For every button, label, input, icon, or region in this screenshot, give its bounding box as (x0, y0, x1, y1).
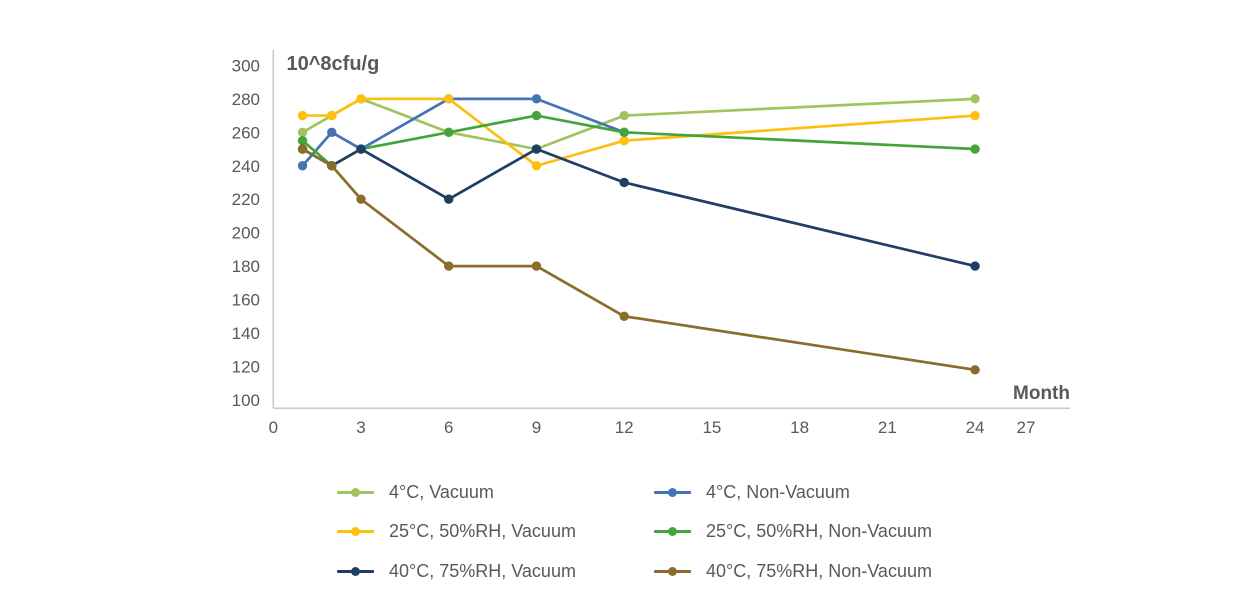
x-tick-label-12: 12 (615, 418, 634, 437)
legend-dot-25-c-50-rh-non-vacuum (668, 527, 677, 536)
y-tick-label-100: 100 (232, 391, 260, 410)
data-point-40-c-75-rh-non-vacuum-month-2 (327, 161, 337, 171)
legend-marker-25-c-50-rh-vacuum (337, 526, 374, 537)
y-tick-label-120: 120 (232, 357, 260, 376)
data-point-25-c-50-rh-vacuum-month-1 (297, 110, 308, 121)
data-point-25-c-50-rh-non-vacuum-month-24 (970, 144, 980, 154)
series-line-40-c-75-rh-vacuum (301, 147, 977, 268)
y-tick-label-300: 300 (232, 56, 260, 75)
y-axis-tick-labels: 300 280 260 240 220 200 180 160 140 120 100 (232, 56, 260, 410)
legend-marker-4-c-non-vacuum (654, 487, 691, 498)
line-chart: 10^8cfu/g Month 300280260240220200180160… (232, 50, 1070, 437)
legend-line-4-c-vacuum (337, 490, 374, 494)
x-tick-label-3: 3 (356, 418, 365, 437)
data-point-4-c-non-vacuum-month-2 (327, 127, 337, 137)
chart-title: 10^8cfu/g (287, 53, 380, 75)
x-axis-tick-labels: 0 3 6 9 12 15 18 21 24 27 (269, 418, 1036, 437)
legend-marker-4-c-vacuum (337, 487, 374, 498)
legend-item-25-c-50-rh-non-vacuum: 25°C, 50%RH, Non-Vacuum (654, 521, 932, 542)
legend-marker-40-c-75-rh-non-vacuum (654, 566, 691, 577)
data-point-40-c-75-rh-non-vacuum-month-9 (531, 261, 542, 271)
y-tick-label-220: 220 (232, 190, 260, 209)
data-point-4-c-non-vacuum-month-9 (531, 94, 542, 104)
data-point-4-c-vacuum-month-24 (970, 94, 980, 104)
legend-item-40-c-75-rh-non-vacuum: 40°C, 75%RH, Non-Vacuum (654, 561, 932, 581)
legend-line-4-c-non-vacuum (654, 490, 691, 494)
legend-dot-40-c-75-rh-non-vacuum (668, 566, 677, 576)
legend-dot-4-c-vacuum (351, 487, 360, 497)
x-tick-label-15: 15 (702, 418, 721, 437)
legend-item-4-c-non-vacuum: 4°C, Non-Vacuum (654, 482, 850, 502)
legend-label-25-c-50-rh-non-vacuum: 25°C, 50%RH, Non-Vacuum (706, 521, 932, 541)
y-tick-label-280: 280 (232, 90, 260, 109)
legend-dot-4-c-non-vacuum (668, 487, 677, 497)
data-point-40-c-75-rh-vacuum-month-6 (444, 194, 454, 204)
series-layer (297, 94, 980, 375)
data-point-4-c-vacuum-month-1 (297, 127, 308, 137)
x-tick-label-27: 27 (1017, 418, 1036, 437)
y-tick-label-180: 180 (232, 257, 260, 276)
data-point-25-c-50-rh-non-vacuum-month-9 (531, 110, 542, 121)
data-point-40-c-75-rh-non-vacuum-month-1 (297, 144, 308, 154)
series-40-c-75-rh-vacuum (297, 144, 980, 271)
legend-item-4-c-vacuum: 4°C, Vacuum (337, 482, 494, 502)
data-point-25-c-50-rh-vacuum-month-2 (327, 110, 337, 121)
data-point-40-c-75-rh-non-vacuum-month-12 (619, 311, 629, 321)
legend-item-25-c-50-rh-vacuum: 25°C, 50%RH, Vacuum (337, 521, 576, 542)
legend-label-4-c-vacuum: 4°C, Vacuum (389, 481, 494, 502)
data-point-25-c-50-rh-vacuum-month-24 (970, 110, 980, 121)
legend-label-40-c-75-rh-vacuum: 40°C, 75%RH, Vacuum (389, 560, 576, 581)
y-tick-label-240: 240 (232, 157, 260, 176)
data-point-25-c-50-rh-non-vacuum-month-6 (444, 127, 454, 137)
series-25-c-50-rh-vacuum (297, 94, 980, 171)
data-point-25-c-50-rh-vacuum-month-3 (356, 94, 366, 104)
data-point-40-c-75-rh-non-vacuum-month-6 (444, 261, 454, 271)
legend-line-40-c-75-rh-vacuum (337, 569, 374, 573)
legend-line-25-c-50-rh-vacuum (337, 530, 374, 533)
data-point-40-c-75-rh-vacuum-month-9 (531, 144, 542, 154)
legend-marker-25-c-50-rh-non-vacuum (654, 526, 691, 537)
y-tick-label-140: 140 (232, 324, 260, 343)
legend-marker-40-c-75-rh-vacuum (337, 566, 374, 577)
legend-line-40-c-75-rh-non-vacuum (654, 569, 691, 573)
data-point-40-c-75-rh-vacuum-month-24 (970, 261, 980, 271)
data-point-4-c-non-vacuum-month-1 (297, 161, 308, 171)
x-tick-label-6: 6 (444, 418, 453, 437)
legend-label-25-c-50-rh-vacuum: 25°C, 50%RH, Vacuum (389, 521, 576, 541)
x-axis-title: Month (1013, 383, 1070, 404)
legend-dot-25-c-50-rh-vacuum (351, 527, 360, 536)
series-40-c-75-rh-non-vacuum (297, 144, 980, 375)
y-tick-label-200: 200 (232, 224, 260, 243)
legend-item-40-c-75-rh-vacuum: 40°C, 75%RH, Vacuum (337, 561, 576, 581)
data-point-4-c-vacuum-month-12 (619, 110, 629, 121)
series-line-4-c-non-vacuum (301, 97, 626, 168)
data-point-25-c-50-rh-vacuum-month-6 (444, 94, 454, 104)
data-point-40-c-75-rh-non-vacuum-month-3 (356, 194, 366, 204)
x-tick-label-18: 18 (790, 418, 809, 437)
x-tick-label-9: 9 (532, 418, 541, 437)
x-tick-label-21: 21 (878, 418, 897, 437)
legend-line-25-c-50-rh-non-vacuum (654, 530, 691, 533)
y-tick-label-160: 160 (232, 291, 260, 310)
x-tick-label-0: 0 (269, 418, 278, 437)
data-point-25-c-50-rh-vacuum-month-12 (619, 135, 629, 146)
legend-dot-40-c-75-rh-vacuum (351, 566, 360, 576)
x-tick-label-24: 24 (966, 418, 985, 437)
series-line-40-c-75-rh-non-vacuum (301, 147, 977, 372)
data-point-40-c-75-rh-vacuum-month-12 (619, 177, 629, 188)
data-point-40-c-75-rh-vacuum-month-3 (356, 144, 366, 154)
data-point-40-c-75-rh-non-vacuum-month-24 (970, 365, 980, 375)
data-point-25-c-50-rh-non-vacuum-month-1 (297, 135, 308, 146)
legend-label-40-c-75-rh-non-vacuum: 40°C, 75%RH, Non-Vacuum (706, 560, 932, 581)
legend-label-4-c-non-vacuum: 4°C, Non-Vacuum (706, 481, 850, 502)
data-point-25-c-50-rh-vacuum-month-9 (531, 161, 542, 171)
y-tick-label-260: 260 (232, 123, 260, 142)
data-point-25-c-50-rh-non-vacuum-month-12 (619, 127, 629, 137)
